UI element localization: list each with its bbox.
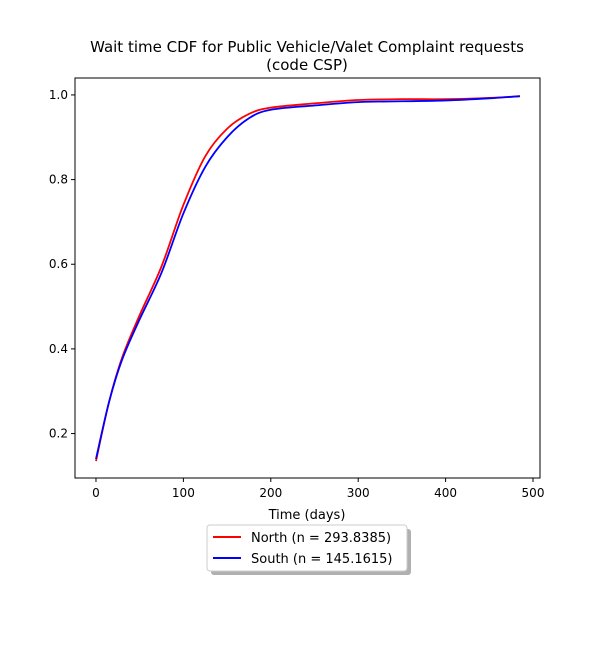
y-tick-label: 0.2: [49, 427, 68, 441]
y-tick-label: 0.4: [49, 342, 68, 356]
x-axis-label: Time (days): [268, 508, 346, 523]
x-tick-label: 500: [522, 486, 545, 500]
chart-title-line-2: (code CSP): [266, 56, 348, 74]
y-tick-label: 0.6: [49, 257, 68, 271]
y-tick-label: 1.0: [49, 88, 68, 102]
x-axis: 0 100 200 300 400 500: [92, 478, 544, 500]
legend-box: [206, 524, 408, 572]
x-tick-label: 100: [172, 486, 195, 500]
y-tick-label: 0.8: [49, 173, 68, 187]
legend: North (n = 293.8385) South (n = 145.1615…: [206, 524, 411, 575]
x-tick-label: 200: [259, 486, 282, 500]
x-tick-label: 0: [92, 486, 100, 500]
y-axis: 0.2 0.4 0.6 0.8 1.0: [49, 88, 75, 441]
series-line-south: [95, 95, 520, 460]
plot-area: [74, 77, 541, 479]
series-line-north: [95, 95, 520, 462]
legend-label-north: North (n = 293.8385): [251, 531, 391, 546]
chart-title-line-1: Wait time CDF for Public Vehicle/Valet C…: [90, 38, 524, 56]
legend-label-south: South (n = 145.1615): [251, 552, 392, 567]
series-layer: [95, 95, 520, 462]
plot-frame: [74, 77, 541, 479]
x-tick-label: 400: [434, 486, 457, 500]
x-tick-label: 300: [347, 486, 370, 500]
